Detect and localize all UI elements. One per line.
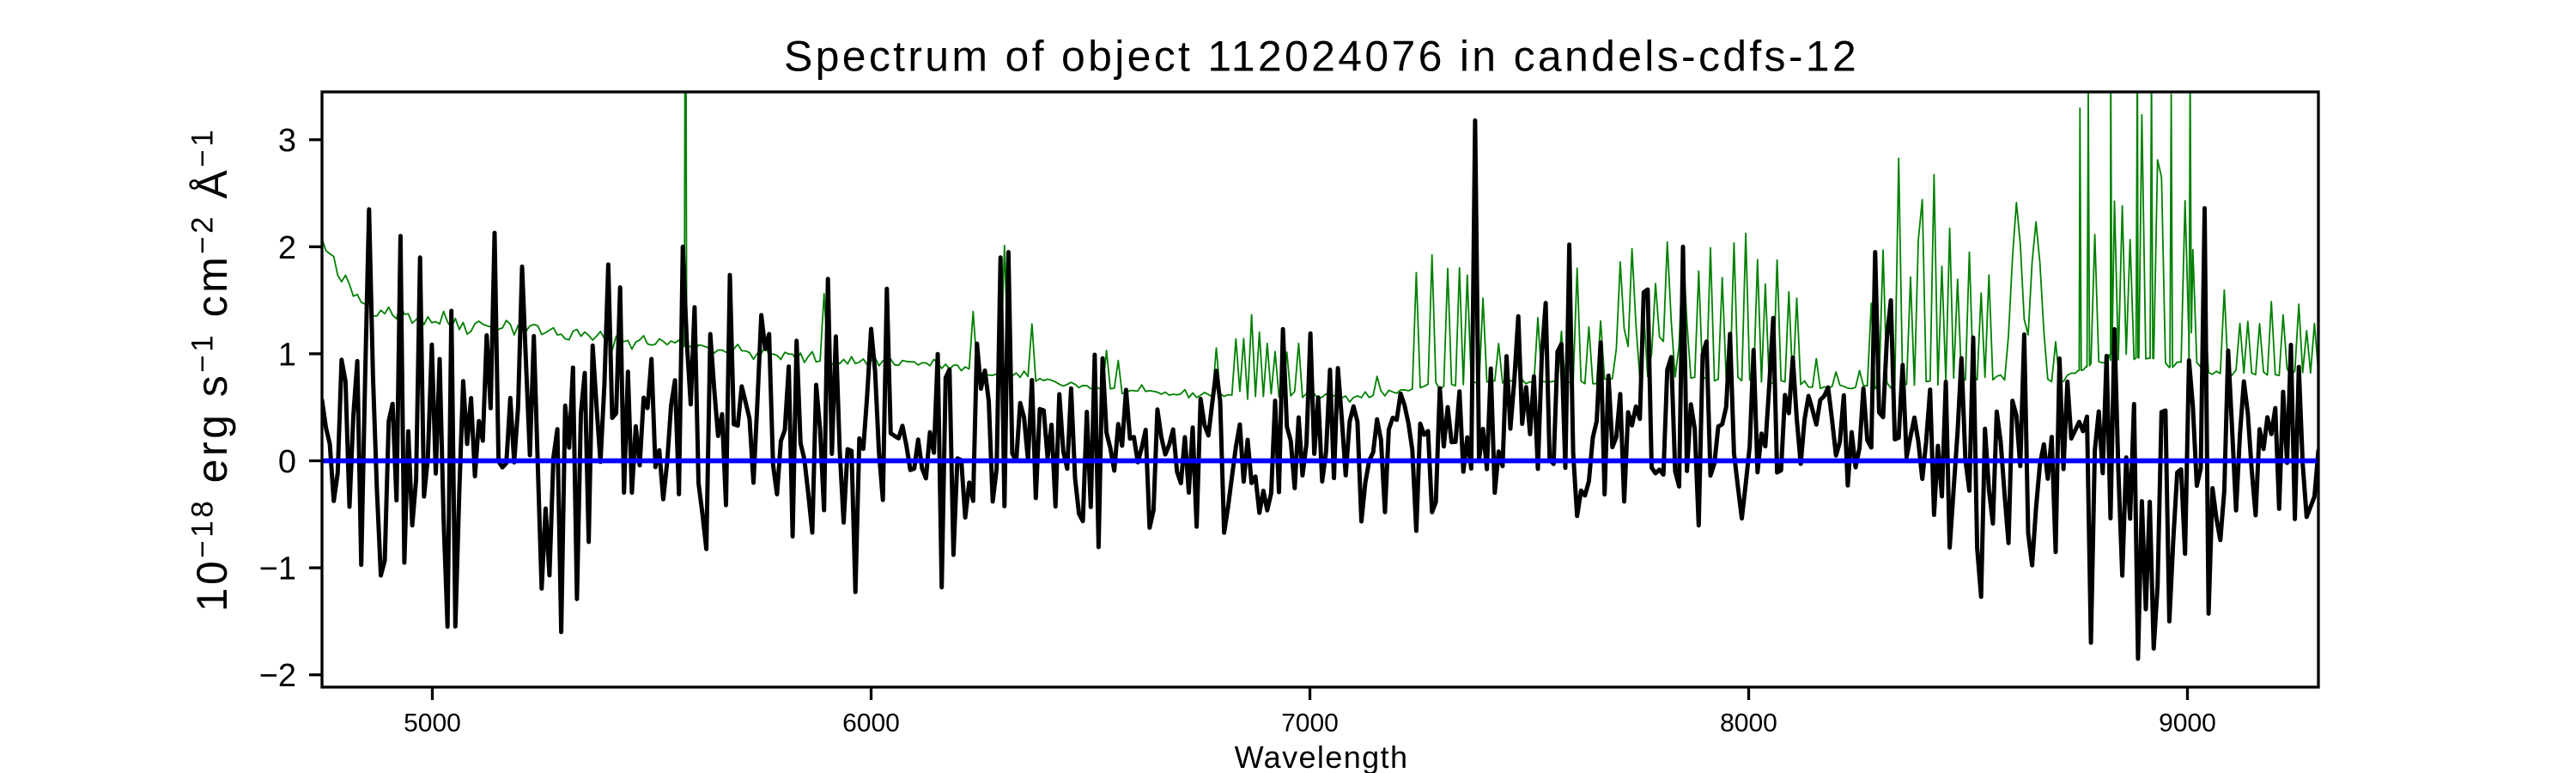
svg-text:7000: 7000 [1281,709,1339,738]
svg-text:5000: 5000 [404,709,461,738]
svg-text:6000: 6000 [842,709,900,738]
svg-text:10−18 erg s−1 cm−2 Å−1: 10−18 erg s−1 cm−2 Å−1 [186,127,237,612]
svg-text:Wavelength: Wavelength [1235,740,1409,773]
svg-text:−2: −2 [259,658,296,694]
svg-text:Spectrum of object 112024076 i: Spectrum of object 112024076 in candels-… [784,33,1859,81]
svg-text:1: 1 [278,337,296,373]
svg-text:−1: −1 [259,551,296,587]
svg-text:8000: 8000 [1720,709,1777,738]
svg-text:9000: 9000 [2159,709,2216,738]
svg-text:3: 3 [278,123,296,159]
svg-text:2: 2 [278,230,296,266]
svg-text:0: 0 [278,444,296,480]
